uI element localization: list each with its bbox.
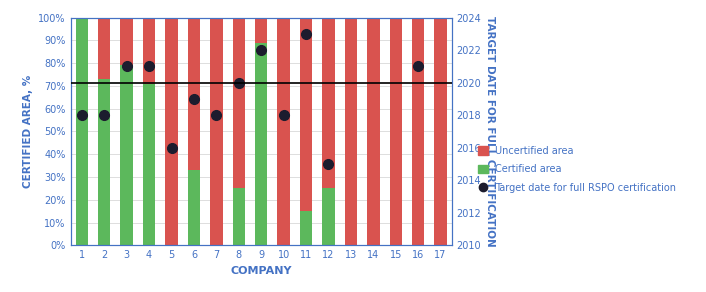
Bar	[323, 188, 335, 245]
Bar	[121, 18, 133, 65]
Bar	[233, 188, 245, 245]
X-axis label: COMPANY: COMPANY	[230, 266, 292, 276]
Bar	[188, 170, 200, 245]
Bar	[143, 18, 155, 84]
Bar	[390, 18, 402, 245]
Bar	[121, 65, 133, 245]
Bar	[412, 18, 424, 245]
Bar	[98, 79, 110, 245]
Legend: Uncertified area, Certified area, Target date for full RSPO certification: Uncertified area, Certified area, Target…	[478, 146, 676, 193]
Bar	[300, 211, 312, 245]
Bar	[143, 84, 155, 245]
Bar	[277, 18, 289, 245]
Bar	[367, 18, 380, 245]
Bar	[255, 18, 268, 43]
Bar	[165, 18, 178, 245]
Bar	[76, 18, 88, 245]
Bar	[345, 18, 357, 245]
Bar	[255, 43, 268, 245]
Bar	[300, 18, 312, 211]
Y-axis label: CERTIFIED AREA, %: CERTIFIED AREA, %	[23, 75, 32, 188]
Bar	[188, 18, 200, 170]
Bar	[434, 18, 447, 245]
Bar	[210, 18, 222, 245]
Bar	[233, 18, 245, 188]
Bar	[98, 18, 110, 79]
Bar	[323, 18, 335, 188]
Y-axis label: TARGET DATE FOR FULL CERTIFICATION: TARGET DATE FOR FULL CERTIFICATION	[486, 16, 496, 247]
